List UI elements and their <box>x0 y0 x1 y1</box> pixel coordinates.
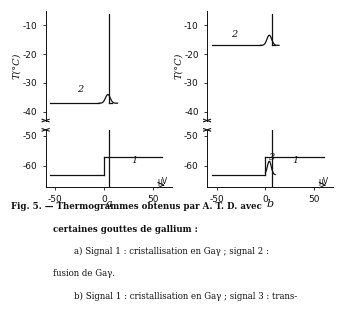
Text: 2: 2 <box>77 85 83 94</box>
Text: 1: 1 <box>293 156 299 165</box>
Text: a) Signal 1 : cristallisation en Gaγ ; signal 2 :: a) Signal 1 : cristallisation en Gaγ ; s… <box>74 247 269 256</box>
Text: 1: 1 <box>131 156 137 165</box>
Text: a: a <box>106 199 112 209</box>
Text: b: b <box>267 199 274 209</box>
Text: 2: 2 <box>231 30 238 39</box>
Text: 3: 3 <box>269 153 276 162</box>
Text: fusion de Gaγ.: fusion de Gaγ. <box>53 269 115 278</box>
Y-axis label: T(°C): T(°C) <box>12 52 21 79</box>
Text: b) Signal 1 : cristallisation en Gaγ ; signal 3 : trans-: b) Signal 1 : cristallisation en Gaγ ; s… <box>74 292 297 301</box>
Text: μV: μV <box>319 177 329 186</box>
Y-axis label: T(°C): T(°C) <box>174 52 183 79</box>
Text: certaines gouttes de gallium :: certaines gouttes de gallium : <box>53 225 198 234</box>
Text: μV: μV <box>157 177 167 186</box>
Text: Fig. 5. — Thermogrammes obtenus par A. T. D. avec: Fig. 5. — Thermogrammes obtenus par A. T… <box>11 202 261 211</box>
